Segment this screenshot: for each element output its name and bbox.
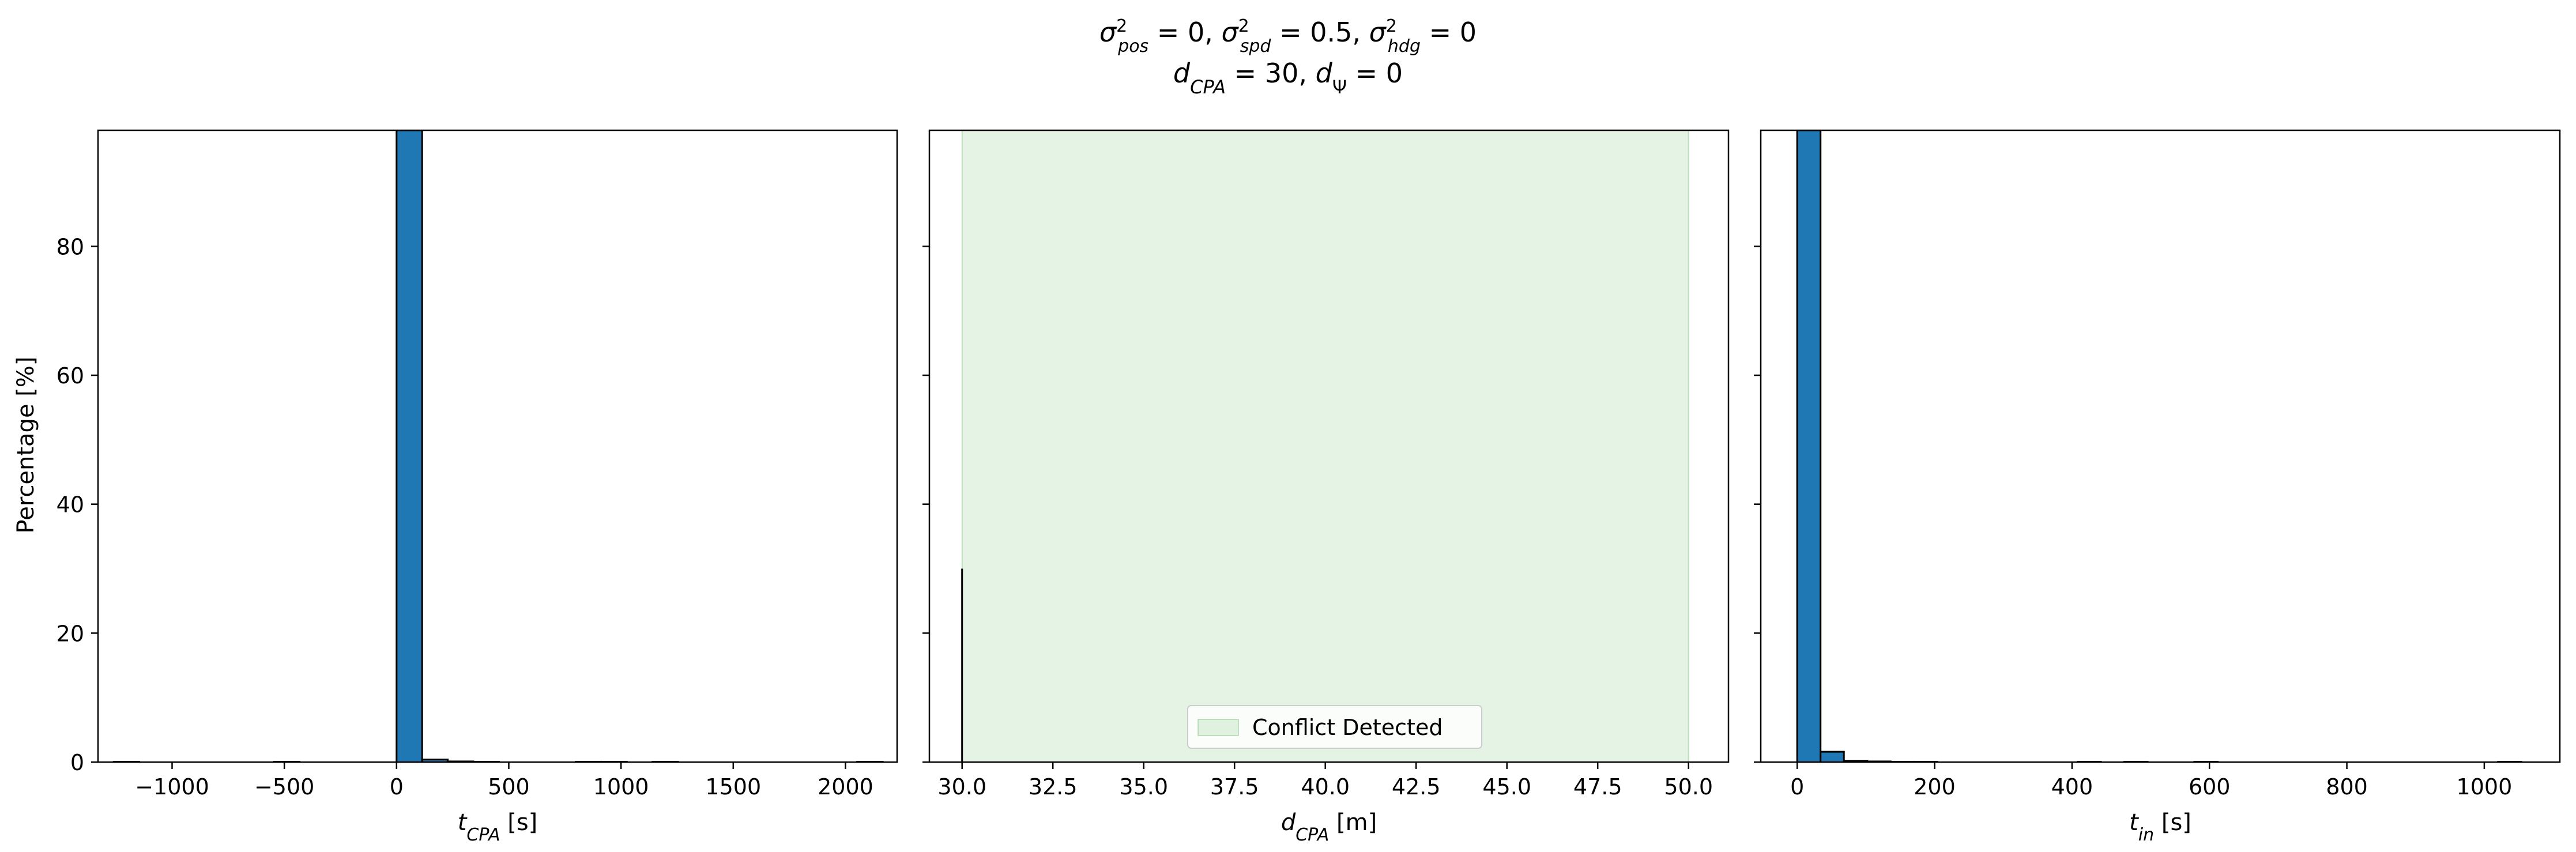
plot-area [961,130,1689,762]
y-tick-label: 20 [57,621,84,646]
panel-dcpa: 30.0 32.5 35.0 37.5 40.0 42.5 45.0 47.5 50.0 dCPA… [922,129,1730,845]
x-tick-label: 42.5 [1392,774,1441,800]
histogram-bar [1796,130,1822,762]
x-axis-label: tin [s] [2129,809,2191,845]
x-axis-label: tCPA [s] [458,809,538,845]
legend-swatch [1197,719,1239,736]
x-tick-label: −1000 [135,774,209,800]
x-tick-label: 800 [2326,774,2368,800]
panel-tin: 0 200 400 600 800 1000 tin [s] [1754,129,2561,845]
x-tick-label: 400 [2051,774,2093,800]
x-tick-label: 35.0 [1119,774,1168,800]
panel-tcpa: −1000 −500 0 500 1000 1500 2000 0 20 40 60 80 tCPA [… [57,129,898,845]
x-tick-label: 30.0 [937,774,986,800]
x-tick-label: 500 [488,774,530,800]
y-tick-label: 0 [70,750,84,775]
x-tick-label: 200 [1914,774,1956,800]
x-axis-label: dCPA [m] [1281,809,1377,845]
x-tick-label: 50.0 [1664,774,1713,800]
conflict-region [961,130,1689,762]
y-tick-label: 60 [57,363,84,389]
x-tick-label: 40.0 [1301,774,1350,800]
legend-label: Conflict Detected [1252,715,1443,740]
y-tick-label: 40 [57,492,84,518]
x-tick-label: 600 [2189,774,2231,800]
y-tick-label: 80 [57,234,84,259]
x-tick-label: 37.5 [1210,774,1259,800]
y-axis-label: Percentage [%] [13,357,39,534]
x-tick-label: 1500 [705,774,761,800]
histogram-bar [1820,751,1845,762]
x-tick-label: 45.0 [1482,774,1531,800]
legend-box [1187,705,1482,749]
plot-area [1796,130,2522,762]
x-tick-label: 2000 [818,774,873,800]
axes-frame [97,129,898,763]
x-tick-label: 32.5 [1029,774,1078,800]
x-tick-label: 47.5 [1573,774,1622,800]
plot-area [112,130,884,762]
x-tick-label: 0 [1790,774,1804,800]
x-tick-label: −500 [254,774,314,800]
x-tick-label: 0 [390,774,404,800]
histogram-bar [396,130,423,762]
legend: Conflict Detected [1187,705,1482,749]
axes-frame [928,129,1730,763]
figure-title-line2: dCPA = 30, dΨ = 0 [1173,58,1403,98]
x-tick-label: 1000 [593,774,649,800]
x-tick-label: 1000 [2457,774,2513,800]
axes-frame [1760,129,2561,763]
figure-title-line1: σ2 pos = 0, σ2 spd = 0.5, σ2 hdg = 0 [1099,16,1477,56]
